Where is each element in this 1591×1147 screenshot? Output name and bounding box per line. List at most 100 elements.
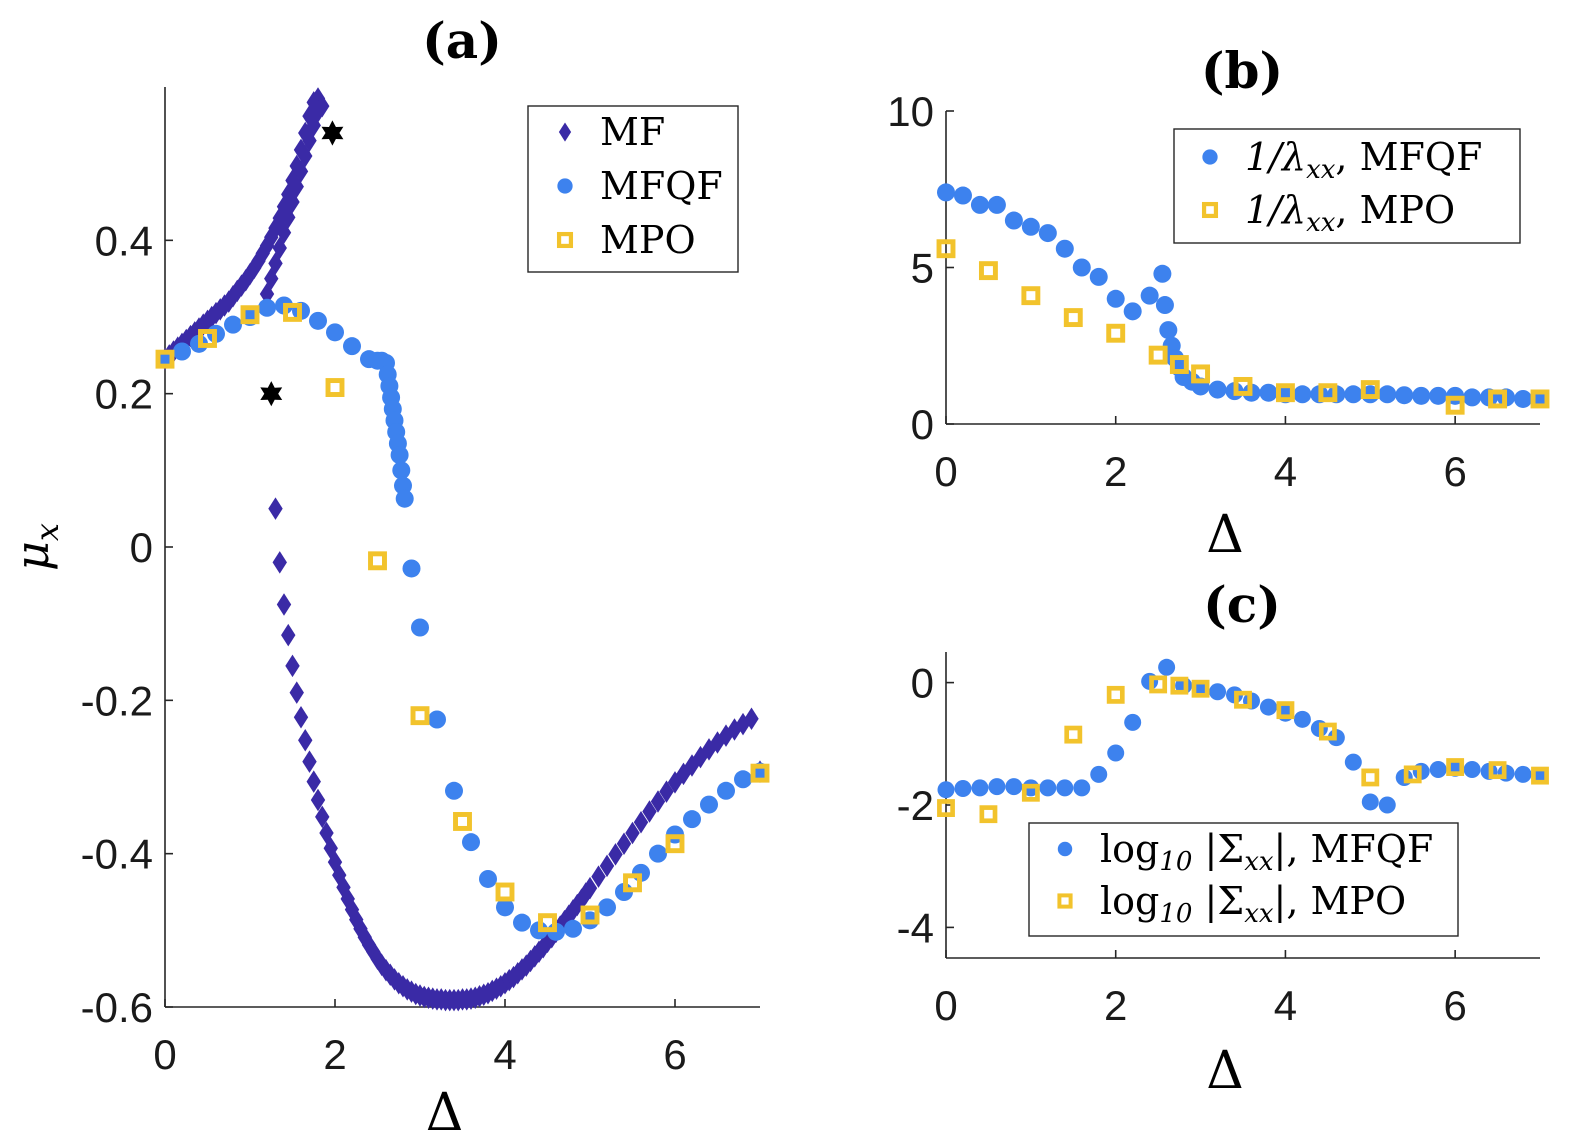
data-point-mfqf xyxy=(1361,793,1379,811)
series-mfqf xyxy=(937,658,1549,814)
data-point-mf xyxy=(272,551,287,574)
legend-text-pre: 1/λ xyxy=(1245,188,1306,232)
data-point-mpo xyxy=(538,913,557,933)
legend-text: MPO xyxy=(600,218,696,262)
data-point-mfqf xyxy=(1463,388,1482,407)
data-point-mf xyxy=(591,865,606,888)
y-tick-label: -0.4 xyxy=(81,831,153,878)
data-point-mfqf xyxy=(734,770,752,789)
data-point-mfqf xyxy=(309,311,327,330)
data-point-mfqf xyxy=(1021,217,1040,236)
series-mpo xyxy=(937,675,1549,824)
data-point-mfqf xyxy=(564,919,582,938)
data-point-mpo xyxy=(410,706,430,726)
data-point-mpo xyxy=(1445,395,1465,415)
legend-label-mfqf: 1/λxx, MFQF xyxy=(1245,135,1482,185)
data-point-mfqf xyxy=(462,833,480,852)
y-tick-label: 0 xyxy=(911,401,934,448)
y-tick-label: -4 xyxy=(897,904,934,951)
data-point-mfqf xyxy=(1039,779,1057,797)
data-point-mpo xyxy=(1318,722,1337,741)
y-tick-label: 5 xyxy=(911,245,934,292)
panel-title: (c) xyxy=(1203,575,1281,634)
data-point-mf xyxy=(310,788,326,812)
legend-label-mpo: 1/λxx, MPO xyxy=(1245,188,1455,238)
data-point-mfqf xyxy=(971,779,989,797)
legend-text-pre: 1/λ xyxy=(1245,135,1306,179)
data-point-mfqf xyxy=(224,315,242,334)
series-markers xyxy=(260,120,344,407)
data-point-mfqf xyxy=(1208,380,1227,399)
legend-label-mfqf: log10 |Σxx|, MFQF xyxy=(1100,827,1433,877)
data-point-mpo xyxy=(978,261,998,281)
legend-label-mfqf: MFQF xyxy=(600,164,723,208)
data-point-mfqf xyxy=(1344,753,1362,771)
data-point-mf xyxy=(302,750,317,773)
data-point-mfqf xyxy=(1140,286,1159,305)
data-point-mfqf xyxy=(1123,302,1142,321)
data-point-mf xyxy=(238,268,253,292)
x-tick-label: 4 xyxy=(1274,982,1297,1029)
data-point-mpo xyxy=(240,305,260,325)
data-point-mf xyxy=(642,800,657,823)
series-mpo xyxy=(155,302,770,933)
data-point-mfqf xyxy=(1514,389,1533,408)
legend-text-sub: 10 xyxy=(1159,899,1192,929)
data-point-mf xyxy=(289,681,304,704)
data-point-mpo xyxy=(155,349,175,369)
data-point-mfqf xyxy=(1038,224,1057,243)
x-axis-label: Δ xyxy=(1206,1041,1244,1101)
data-point-mpo xyxy=(665,834,685,854)
x-axis-label: Δ xyxy=(1206,505,1244,565)
data-point-mpo xyxy=(750,763,770,783)
legend-text-post: , MFQF xyxy=(1335,135,1482,179)
data-point-mfqf xyxy=(411,618,429,637)
data-point-mfqf xyxy=(402,559,421,578)
legend-text-post: , MPO xyxy=(1335,188,1455,232)
y-tick-label: -2 xyxy=(897,782,934,829)
legend-marker-mfqf xyxy=(1057,841,1073,857)
data-point-mf xyxy=(225,285,241,308)
data-point-mfqf xyxy=(513,913,531,932)
legend-box xyxy=(1173,128,1521,244)
data-point-mfqf xyxy=(1429,761,1447,779)
data-point-mfqf xyxy=(937,781,955,799)
legend-text-pre: log xyxy=(1100,879,1159,923)
data-point-mf xyxy=(230,279,245,303)
data-point-mfqf xyxy=(1055,239,1074,258)
data-point-mpo xyxy=(1276,701,1295,720)
y-tick-label: -0.6 xyxy=(81,984,153,1031)
data-point-mpo xyxy=(1318,383,1338,403)
legend-text-mid: |Σ xyxy=(1192,827,1244,871)
data-point-mfqf xyxy=(683,810,701,829)
data-point-mfqf xyxy=(1005,778,1023,796)
legend-text-pre: log xyxy=(1100,827,1159,871)
x-tick-label: 0 xyxy=(934,448,957,495)
legend-marker-mpo xyxy=(1057,893,1073,909)
data-point-mfqf xyxy=(598,898,616,917)
data-point-mpo xyxy=(1233,376,1253,396)
data-point-mfqf xyxy=(1004,211,1023,230)
data-point-mpo xyxy=(936,239,956,259)
data-point-mfqf xyxy=(954,779,972,797)
data-point-mf xyxy=(315,805,330,829)
data-point-mpo xyxy=(1530,389,1550,409)
data-point-mfqf xyxy=(496,898,514,917)
x-tick-label: 4 xyxy=(1274,448,1297,495)
data-point-mfqf xyxy=(343,337,361,356)
legend-marker-mfqf xyxy=(1202,149,1218,165)
data-point-mf xyxy=(625,821,640,845)
data-point-mf xyxy=(298,728,313,752)
legend-label-mpo: log10 |Σxx|, MPO xyxy=(1100,879,1406,929)
x-tick-label: 0 xyxy=(153,1031,176,1078)
y-tick-label: 0.4 xyxy=(95,217,153,264)
panel-title: (b) xyxy=(1201,41,1283,100)
y-tick-label: -0.2 xyxy=(81,677,153,724)
data-point-mpo xyxy=(325,378,345,397)
data-point-mpo xyxy=(283,302,302,322)
data-point-mf xyxy=(310,100,326,123)
data-point-mfqf xyxy=(479,869,497,888)
